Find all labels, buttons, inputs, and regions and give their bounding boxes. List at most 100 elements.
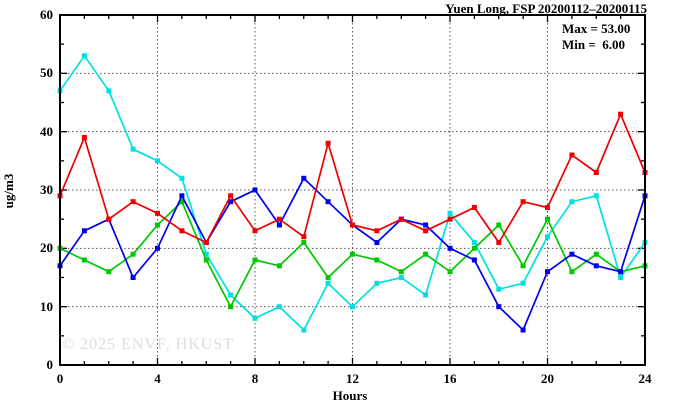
series-green-line-marker xyxy=(325,275,331,280)
series-green-line-marker xyxy=(569,269,575,275)
series-green-line-marker xyxy=(179,199,185,205)
series-cyan-line-marker xyxy=(471,240,477,245)
series-blue-line-marker xyxy=(593,263,599,269)
series-green-line-marker xyxy=(423,251,429,257)
series-green-line-marker xyxy=(203,257,209,263)
series-red-line-marker xyxy=(155,210,160,216)
series-blue-line-marker xyxy=(276,222,282,228)
series-cyan-line-marker xyxy=(618,275,624,280)
x-tick-label: 16 xyxy=(443,371,457,386)
series-red-line-marker xyxy=(228,193,234,199)
series-green-line-marker xyxy=(228,304,234,310)
series-cyan-line-marker xyxy=(398,275,404,280)
series-green-line-marker xyxy=(496,222,502,228)
series-red-line-marker xyxy=(520,199,526,205)
series-blue-line-marker xyxy=(423,222,429,228)
plot-border xyxy=(59,14,646,366)
series-green-line-marker xyxy=(350,251,355,257)
x-tick-label: 0 xyxy=(56,371,64,386)
series-red-line-marker xyxy=(350,222,355,228)
series-cyan-line-marker xyxy=(301,327,307,333)
series-blue-line-marker xyxy=(252,187,258,193)
series-cyan-line-marker xyxy=(276,304,282,310)
series-green-line-marker xyxy=(106,269,112,275)
series-blue-line-marker xyxy=(179,193,185,199)
x-tick-label: 12 xyxy=(346,371,359,386)
series-green-line-marker xyxy=(471,245,477,251)
series-cyan-line xyxy=(59,54,646,332)
series-cyan-line-marker xyxy=(155,158,160,164)
series-red-line-marker xyxy=(398,216,404,222)
x-tick-label: 4 xyxy=(154,371,161,386)
series-red-line-marker xyxy=(301,234,307,240)
y-tick-label: 30 xyxy=(40,182,53,197)
x-tick-label: 24 xyxy=(638,371,652,386)
series-green-line-marker xyxy=(520,263,526,269)
series-green-line-marker xyxy=(374,257,380,263)
series-green-line-marker xyxy=(155,222,160,228)
series-cyan-line-marker xyxy=(252,315,258,321)
series-green-line-marker xyxy=(130,251,136,257)
series-blue-line-marker xyxy=(545,269,550,275)
series-cyan-line-marker xyxy=(593,193,599,199)
y-tick-label: 20 xyxy=(40,240,53,256)
series-cyan-line-marker xyxy=(545,234,550,240)
y-tick-label: 40 xyxy=(40,123,53,139)
series-red-line-marker xyxy=(423,228,429,234)
series-blue-line-marker xyxy=(130,275,136,280)
series-cyan-line-marker xyxy=(374,280,380,286)
series-cyan-line-marker xyxy=(130,146,136,152)
x-tick-label: 8 xyxy=(251,371,259,386)
series-green-line-marker xyxy=(252,257,258,263)
series-blue-line-marker xyxy=(155,245,160,251)
series-red-line-marker xyxy=(203,240,209,245)
series-green-line-marker xyxy=(398,269,404,275)
series-cyan-line-marker xyxy=(203,251,209,257)
y-tick-label: 10 xyxy=(40,298,53,314)
series-blue-line-marker xyxy=(618,269,624,275)
series-red-line-marker xyxy=(106,216,112,222)
series-red-line-marker xyxy=(618,111,624,117)
y-tick-label: 50 xyxy=(40,65,53,81)
series-red-line-marker xyxy=(252,228,258,234)
series-cyan-line-marker xyxy=(228,292,234,298)
series-green-line-marker xyxy=(81,257,87,263)
series-blue-line-marker xyxy=(520,327,526,333)
series-red-line-marker xyxy=(179,228,185,234)
series-cyan-line-marker xyxy=(106,88,112,94)
x-axis-label: Hours xyxy=(332,388,368,403)
series-cyan-line-marker xyxy=(179,175,185,181)
series-red-line-marker xyxy=(374,228,380,234)
chart-title: Yuen Long, FSP 20200112–20200115 xyxy=(445,1,647,16)
series-cyan-line-marker xyxy=(496,286,502,292)
series-blue-line-marker xyxy=(471,257,477,263)
min-value-annotation: Min = 6.00 xyxy=(562,37,626,52)
series-red-line-marker xyxy=(593,170,599,175)
series-green-line-marker xyxy=(276,263,282,269)
series-blue-line-marker xyxy=(81,228,87,234)
series-blue-line-marker xyxy=(496,304,502,310)
series-cyan-line-marker xyxy=(325,280,331,286)
series-red-line-marker xyxy=(496,240,502,245)
max-value-annotation: Max = 53.00 xyxy=(562,21,631,36)
series-blue-line-marker xyxy=(569,251,575,257)
series-cyan-line-marker xyxy=(447,210,453,216)
series-red-line-marker xyxy=(447,216,453,222)
series-blue-line-marker xyxy=(447,245,453,251)
series-red-line-marker xyxy=(471,205,477,210)
series-cyan-line-marker xyxy=(569,199,575,205)
series-blue-line-marker xyxy=(228,199,234,205)
x-tick-label: 20 xyxy=(541,371,554,386)
series-green-line-marker xyxy=(447,269,453,275)
series-cyan-line-marker xyxy=(81,53,87,59)
series-green-line-marker xyxy=(593,251,599,257)
series-green-line-marker xyxy=(301,240,307,245)
series-blue-line-marker xyxy=(374,240,380,245)
series-red-line-marker xyxy=(545,205,550,210)
watermark-text: © 2025 ENVF, HKUST xyxy=(62,336,234,353)
series-red-line-marker xyxy=(130,199,136,205)
series-red-line-marker xyxy=(325,140,331,146)
series-red-line-marker xyxy=(569,152,575,158)
